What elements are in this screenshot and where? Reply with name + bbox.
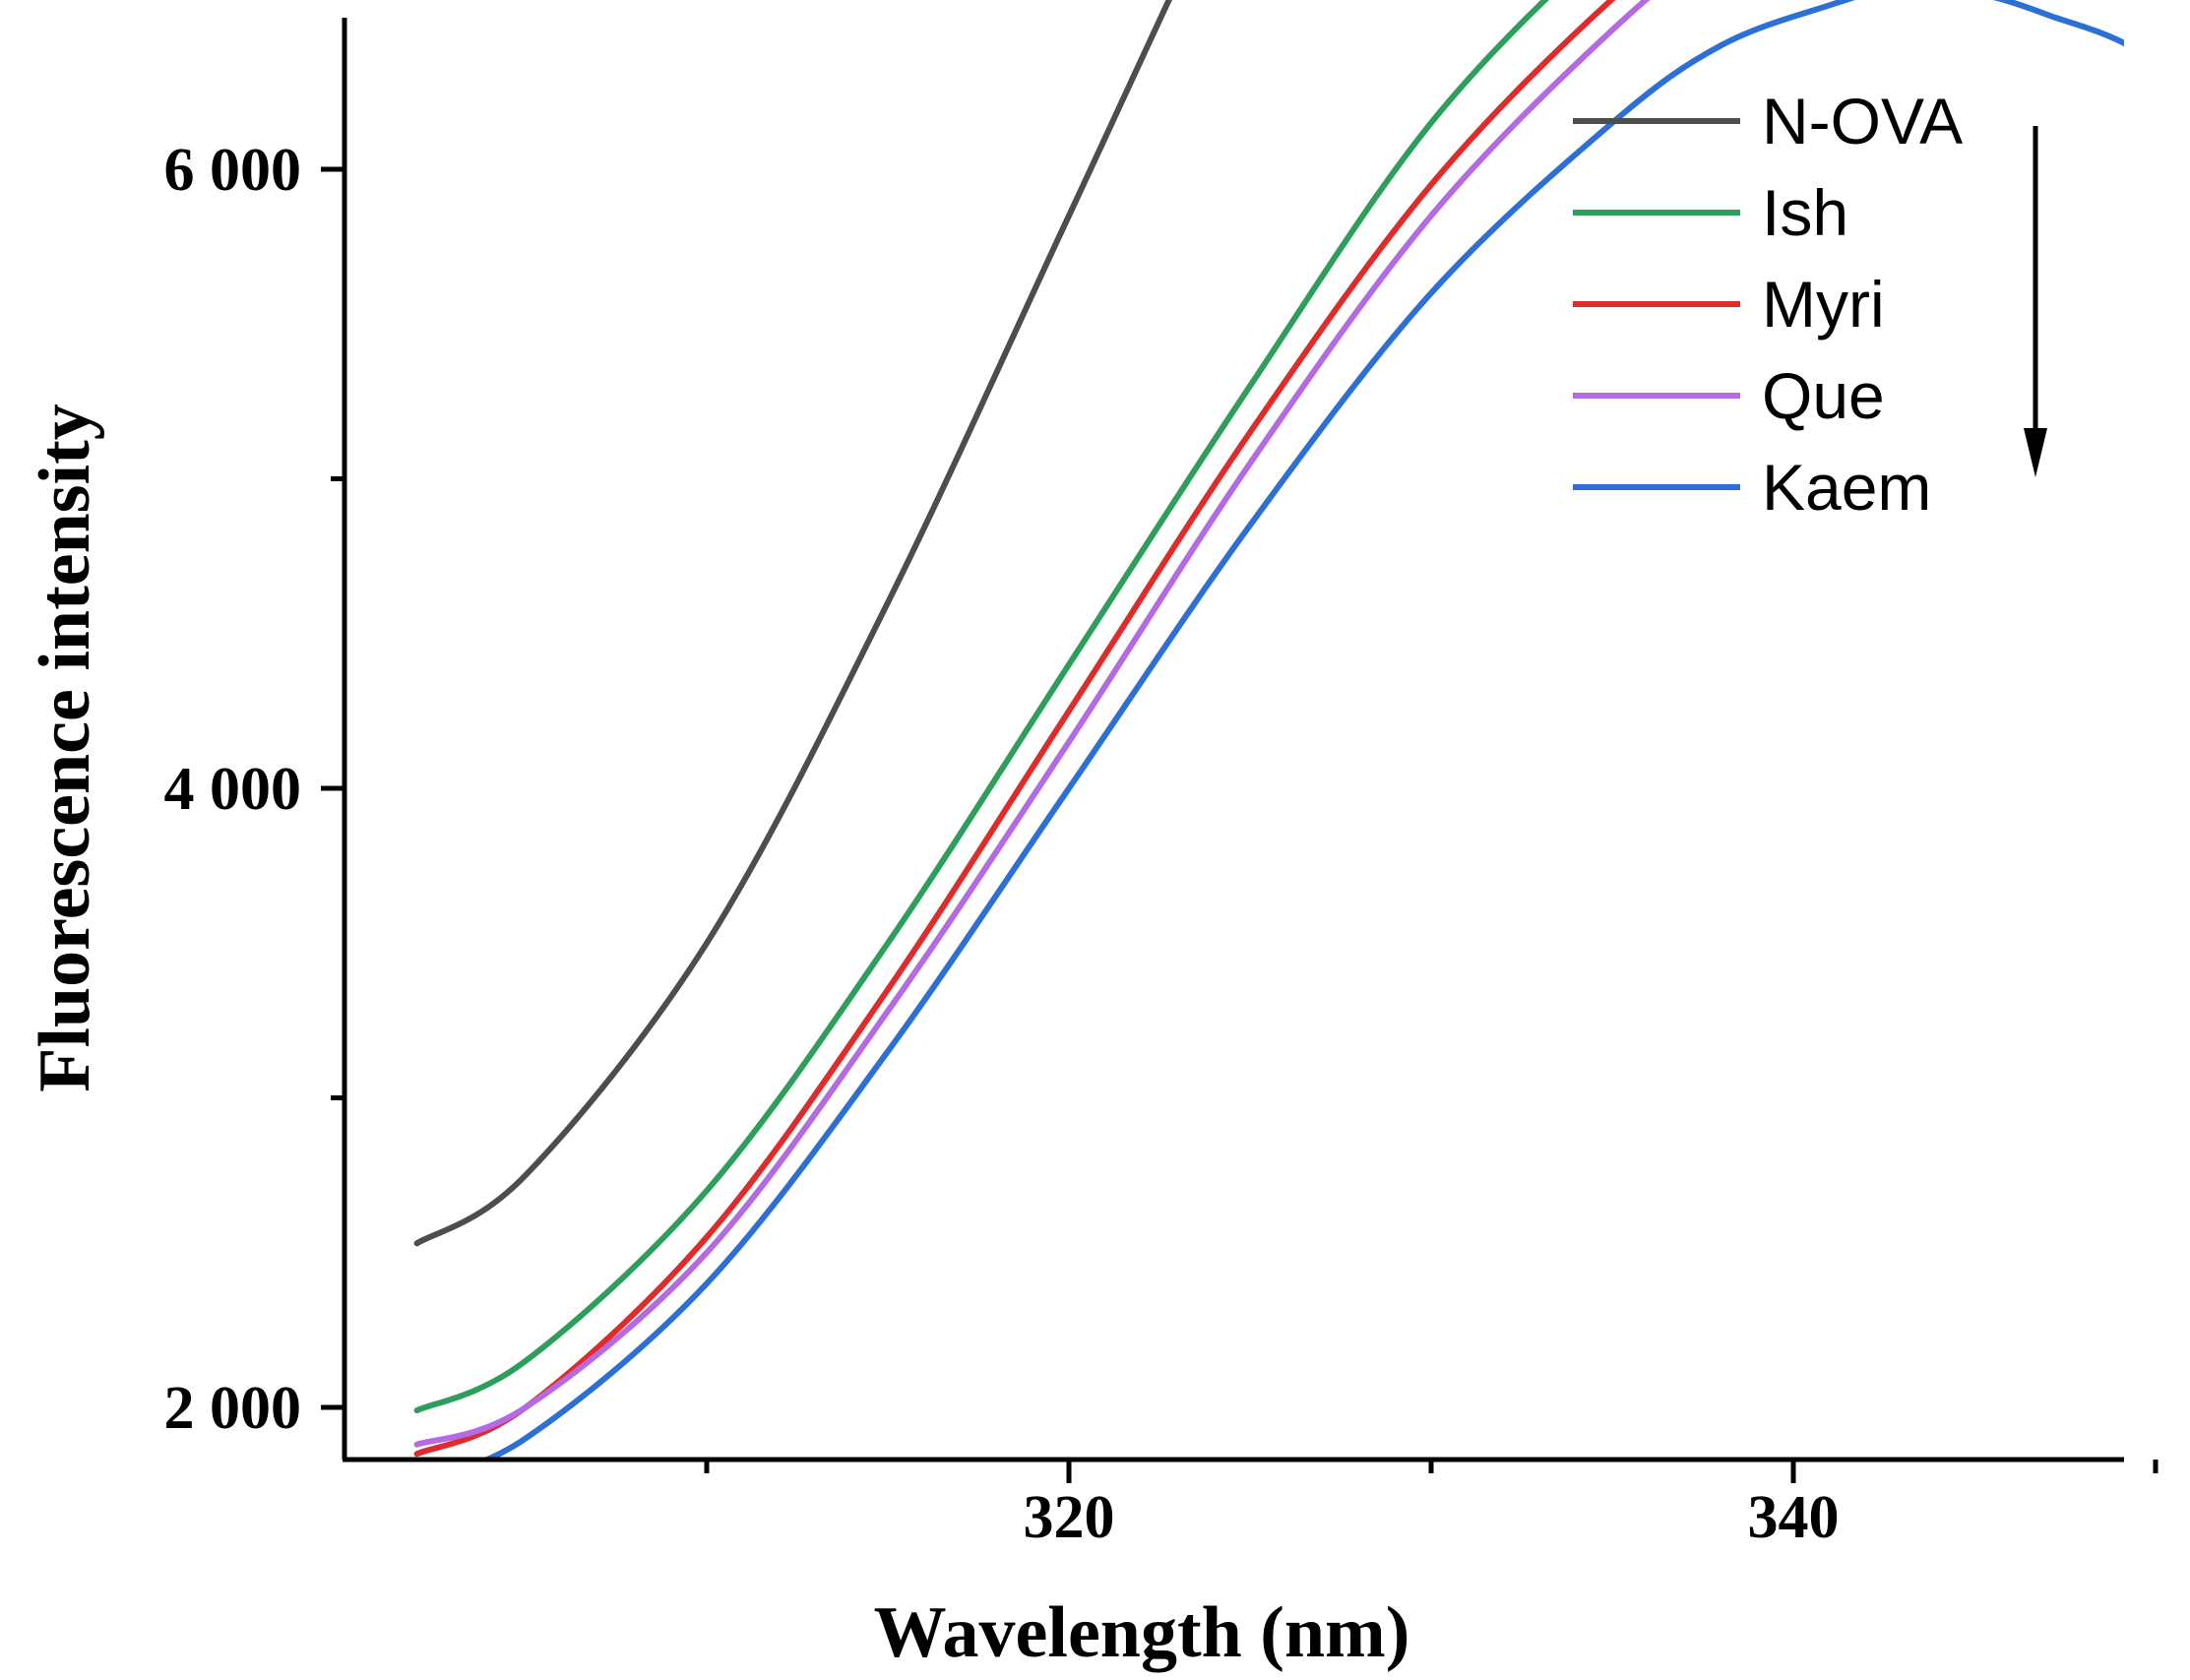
series-line-que <box>413 0 1651 1448</box>
series-line-n-ova <box>413 0 1172 1247</box>
y-axis-title: Fluorescence intensity <box>25 404 105 1091</box>
legend-label-que: Que <box>1762 359 1885 432</box>
legend-label-myri: Myri <box>1762 268 1885 341</box>
legend-label-kaem: Kaem <box>1762 451 1931 524</box>
y-tick-label: 6 000 <box>164 137 302 204</box>
x-tick-label: 340 <box>1748 1484 1840 1551</box>
legend: N-OVA Ish Myri Que Kaem <box>1573 85 1963 524</box>
legend-label-n-ova: N-OVA <box>1762 85 1963 157</box>
legend-label-ish: Ish <box>1762 176 1848 249</box>
y-tick-label: 4 000 <box>164 756 302 823</box>
series-line-myri <box>413 0 1616 1458</box>
trend-arrow <box>2024 126 2047 477</box>
x-axis-title: Wavelength (nm) <box>874 1592 1410 1673</box>
data-series-group <box>413 0 2124 1460</box>
series-line-ish <box>413 0 1549 1414</box>
x-tick-label: 320 <box>1024 1484 1115 1551</box>
trend-arrow-head <box>2024 428 2047 477</box>
y-tick-label: 2 000 <box>164 1375 302 1442</box>
series-line-kaem <box>479 0 2124 1460</box>
